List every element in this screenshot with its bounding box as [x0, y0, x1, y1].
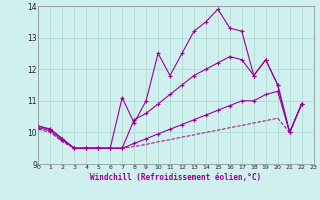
X-axis label: Windchill (Refroidissement éolien,°C): Windchill (Refroidissement éolien,°C): [91, 173, 261, 182]
